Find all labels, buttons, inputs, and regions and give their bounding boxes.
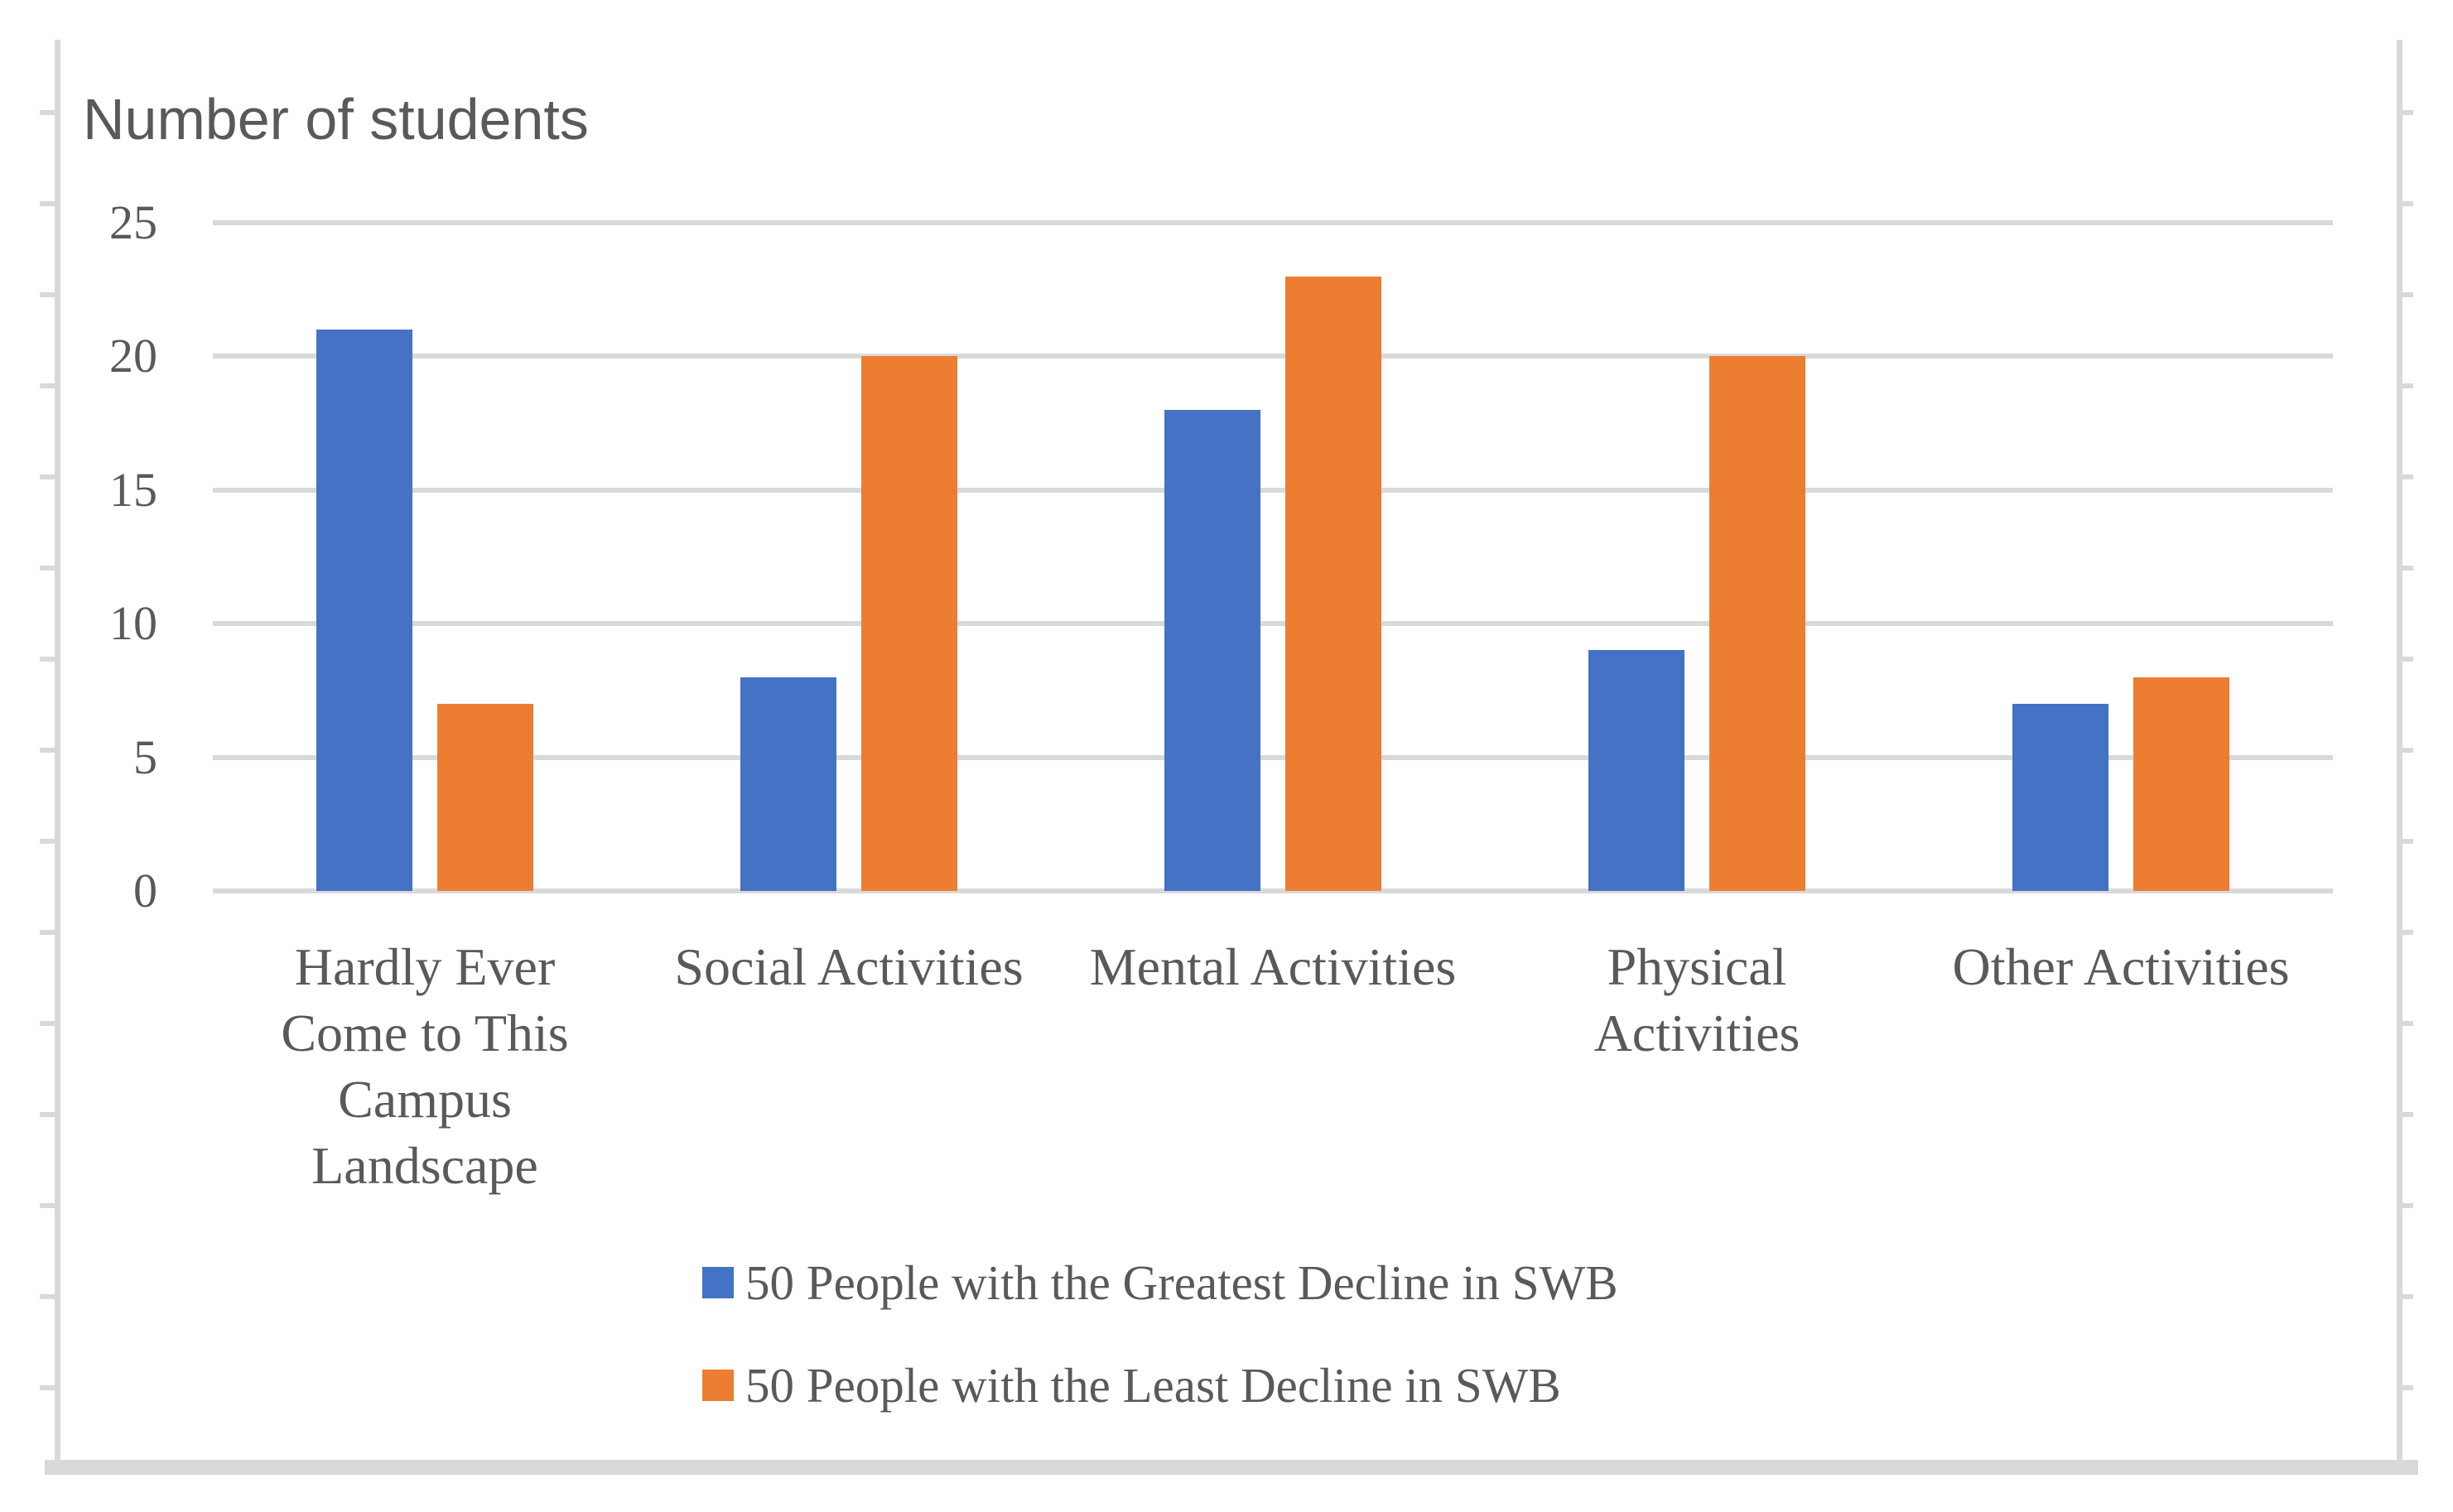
category-label-4: Other Activities (1952, 937, 2290, 996)
worksheet-row-tick-right (2398, 748, 2413, 753)
category-label-0: Hardly Ever Come to This Campus Landscap… (281, 937, 569, 1195)
y-axis-title: Number of students (83, 87, 589, 152)
worksheet-row-tick-left (40, 201, 55, 206)
gridline-10 (213, 621, 2333, 627)
worksheet-row-tick-left (40, 748, 55, 753)
y-axis-label-15: 15 (109, 462, 157, 517)
gridline-0 (213, 888, 2333, 893)
worksheet-row-tick-right (2398, 1203, 2413, 1208)
gridline-5 (213, 754, 2333, 760)
gridline-15 (213, 487, 2333, 493)
worksheet-row-tick-right (2398, 292, 2413, 297)
worksheet-row-tick-left (40, 839, 55, 844)
worksheet-row-tick-left (40, 474, 55, 479)
worksheet-row-tick-left (40, 930, 55, 935)
worksheet-row-tick-left (40, 566, 55, 571)
legend-entry-1: 50 People with the Least Decline in SWB (702, 1358, 1618, 1413)
worksheet-row-tick-right (2398, 383, 2413, 388)
gridline-25 (213, 220, 2333, 225)
bar-series0-cat4 (2012, 704, 2108, 891)
legend-label: 50 People with the Least Decline in SWB (745, 1358, 1561, 1413)
worksheet-row-tick-right (2398, 474, 2413, 479)
legend: 50 People with the Greatest Decline in S… (702, 1255, 1618, 1461)
y-axis-label-5: 5 (133, 730, 157, 784)
worksheet-row-tick-left (40, 383, 55, 388)
worksheet-row-tick-right (2398, 657, 2413, 662)
legend-label: 50 People with the Greatest Decline in S… (745, 1255, 1618, 1310)
category-label-2: Mental Activities (1089, 937, 1457, 996)
gridline-20 (213, 354, 2333, 359)
worksheet-row-tick-left (40, 1294, 55, 1299)
legend-swatch-icon (702, 1267, 734, 1298)
y-axis-label-10: 10 (109, 596, 157, 651)
worksheet-row-tick-right (2398, 839, 2413, 844)
worksheet-row-tick-left (40, 292, 55, 297)
worksheet-row-tick-left (40, 657, 55, 662)
worksheet-row-tick-left (40, 1385, 55, 1390)
worksheet-row-tick-right (2398, 1021, 2413, 1026)
bar-series0-cat1 (740, 677, 836, 891)
worksheet-row-tick-right (2398, 566, 2413, 571)
legend-swatch-icon (702, 1370, 734, 1401)
worksheet-row-tick-left (40, 1021, 55, 1026)
y-axis-label-0: 0 (133, 864, 157, 917)
worksheet-row-tick-right (2398, 110, 2413, 115)
legend-entry-0: 50 People with the Greatest Decline in S… (702, 1255, 1618, 1310)
worksheet-row-tick-right (2398, 930, 2413, 935)
worksheet-row-tick-left (40, 1112, 55, 1117)
bar-series1-cat3 (1709, 356, 1805, 891)
bar-series1-cat4 (2133, 677, 2229, 891)
worksheet-row-tick-right (2398, 1385, 2413, 1390)
worksheet-row-tick-left (40, 1203, 55, 1208)
bar-series1-cat2 (1285, 276, 1381, 891)
worksheet-gridline-left (55, 40, 60, 1461)
y-axis-label-25: 25 (109, 195, 157, 249)
category-label-1: Social Activities (674, 937, 1024, 996)
bar-series0-cat3 (1588, 650, 1684, 891)
category-label-3: Physical Activities (1593, 937, 1800, 1062)
worksheet-row-tick-right (2398, 201, 2413, 206)
worksheet-row-tick-left (40, 110, 55, 115)
bar-series0-cat2 (1164, 409, 1260, 891)
worksheet-row-tick-right (2398, 1294, 2413, 1299)
worksheet-gridline-bottom (45, 1460, 2418, 1475)
bar-series1-cat1 (861, 356, 957, 891)
bar-series1-cat0 (437, 704, 533, 891)
worksheet-row-tick-right (2398, 1112, 2413, 1117)
y-axis-label-20: 20 (109, 329, 157, 383)
bar-series0-cat0 (316, 330, 412, 891)
